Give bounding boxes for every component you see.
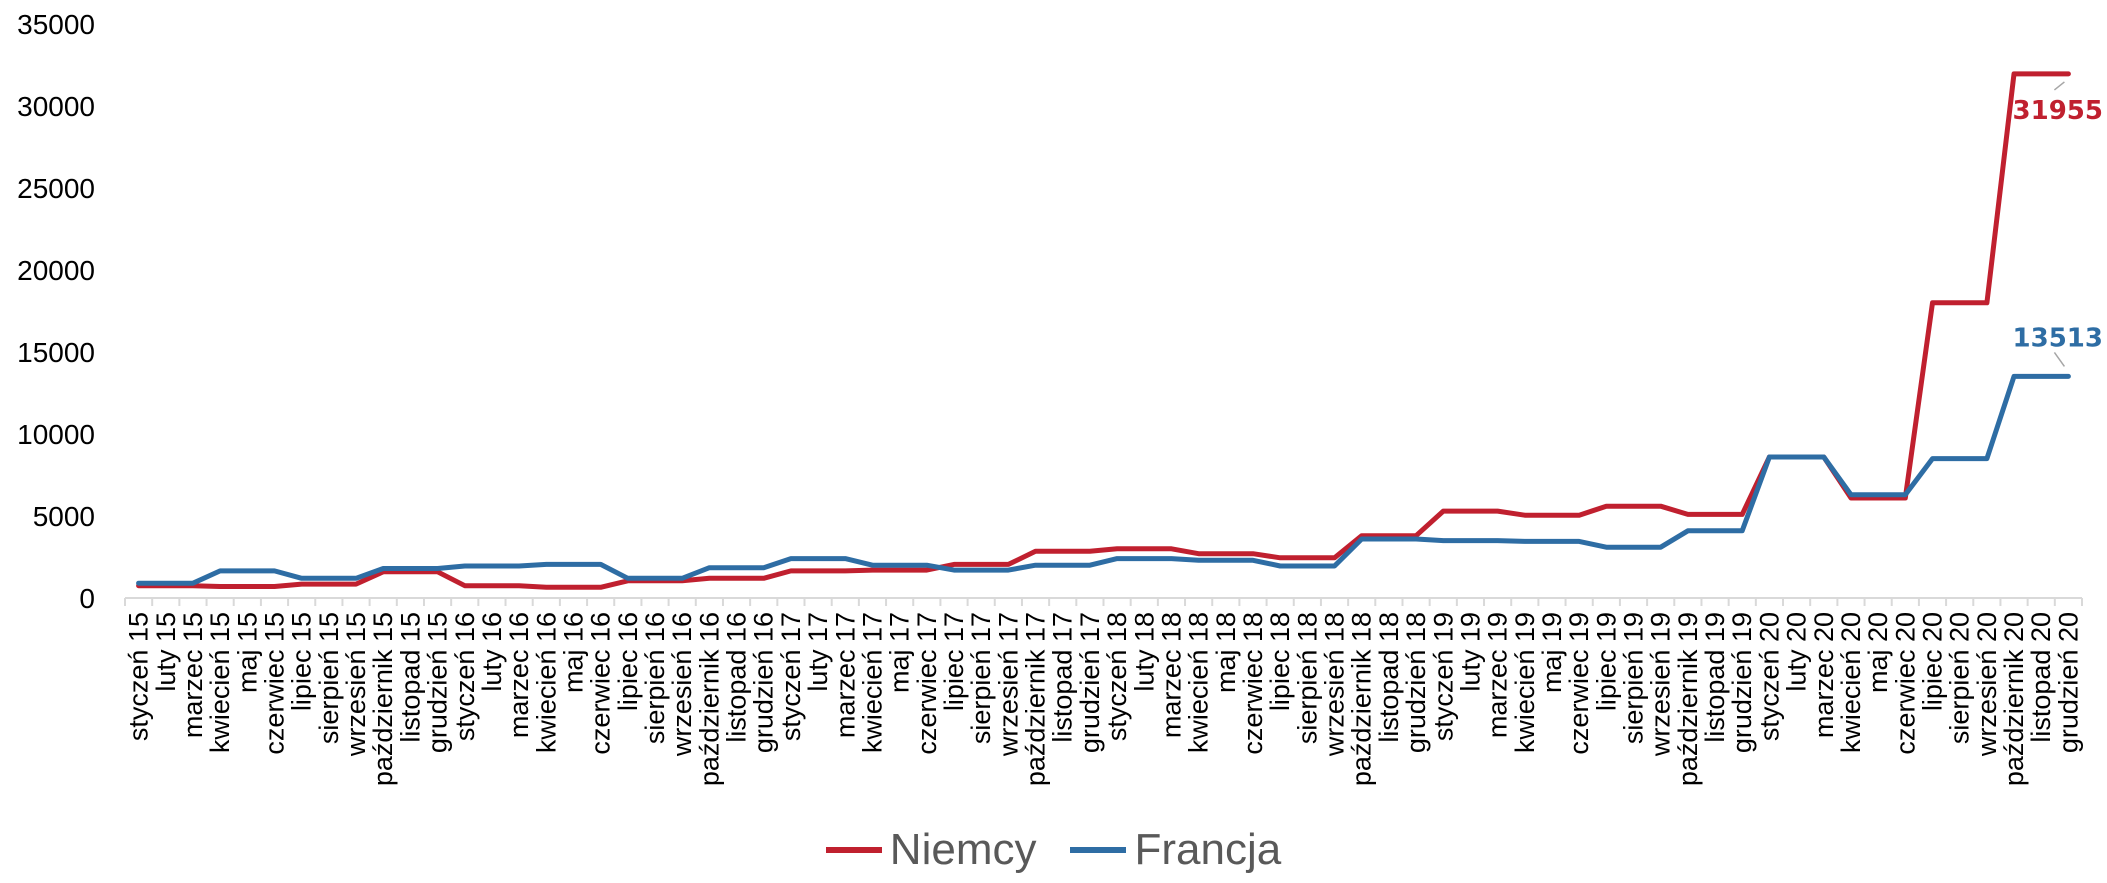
- x-tick-label: czerwiec 18: [1238, 612, 1268, 755]
- y-tick-label: 0: [79, 583, 95, 614]
- x-tick-label: lipiec 16: [613, 612, 643, 711]
- x-tick-label: wrzesień 18: [1320, 612, 1350, 757]
- x-tick-label: luty 19: [1455, 612, 1485, 692]
- x-tick-label: maj 18: [1211, 612, 1241, 693]
- x-tick-label: styczeń 18: [1102, 612, 1132, 741]
- series-lines: [136, 71, 2071, 590]
- x-tick-label: marzec 19: [1483, 612, 1513, 738]
- y-axis-ticks: 0 5000 10000 15000 20000 25000 30000 35000: [17, 9, 95, 614]
- legend-label-niemcy: Niemcy: [889, 825, 1037, 874]
- x-tick-label: listopad 15: [395, 612, 425, 743]
- x-tick-label: kwiecień 16: [531, 612, 561, 753]
- x-tick-label: styczeń 16: [450, 612, 480, 741]
- x-tick-label: kwiecień 20: [1836, 612, 1866, 753]
- data-labels: 31955 13513: [2013, 81, 2103, 367]
- x-tick-label: październik 19: [1673, 612, 1703, 786]
- x-tick-label: lipiec 18: [1265, 612, 1295, 711]
- x-tick-label: marzec 18: [1156, 612, 1186, 738]
- x-tick-label: październik 20: [1999, 612, 2029, 786]
- x-tick-label: marzec 15: [178, 612, 208, 738]
- x-tick-label: marzec 20: [1809, 612, 1839, 738]
- x-tick-label: listopad 16: [722, 612, 752, 743]
- legend-swatch-francja: [1070, 847, 1127, 853]
- x-tick-label: czerwiec 20: [1890, 612, 1920, 755]
- x-tick-label: luty 20: [1782, 612, 1812, 692]
- x-tick-label: lipiec 15: [287, 612, 317, 711]
- x-tick-label: maj 20: [1863, 612, 1893, 693]
- x-tick-label: kwiecień 19: [1510, 612, 1540, 753]
- data-label-francja: 13513: [2013, 323, 2103, 353]
- x-tick-label: marzec 17: [830, 612, 860, 738]
- x-tick-label: czerwiec 15: [259, 612, 289, 755]
- x-tick-label: styczeń 17: [776, 612, 806, 741]
- x-tick-label: maj 15: [232, 612, 262, 693]
- x-tick-label: maj 17: [885, 612, 915, 693]
- x-tick-label: kwiecień 17: [857, 612, 887, 753]
- x-tick-label: kwiecień 15: [205, 612, 235, 753]
- legend-swatch-niemcy: [825, 847, 882, 853]
- x-tick-label: listopad 20: [2026, 612, 2056, 743]
- y-tick-label: 20000: [17, 255, 95, 286]
- legend-label-francja: Francja: [1134, 825, 1282, 874]
- y-tick-label: 35000: [17, 9, 95, 40]
- x-tick-label: grudzień 20: [2053, 612, 2083, 753]
- data-label-niemcy: 31955: [2013, 96, 2103, 126]
- x-tick-label: sierpień 20: [1945, 612, 1975, 744]
- legend: Niemcy Francja: [0, 820, 2107, 880]
- x-tick-label: luty 16: [477, 612, 507, 692]
- x-tick-label: luty 15: [151, 612, 181, 692]
- y-tick-label: 15000: [17, 337, 95, 368]
- x-tick-label: maj 19: [1537, 612, 1567, 693]
- x-tick-label: listopad 18: [1374, 612, 1404, 743]
- x-tick-label: sierpień 19: [1619, 612, 1649, 744]
- y-tick-label: 30000: [17, 91, 95, 122]
- legend-item-francja: Francja: [1070, 825, 1281, 875]
- x-tick-label: sierpień 16: [640, 612, 670, 744]
- x-tick-label: wrzesień 15: [341, 612, 371, 757]
- data-label-leader: [2053, 351, 2066, 367]
- x-tick-label: czerwiec 19: [1564, 612, 1594, 755]
- x-tick-label: styczeń 20: [1754, 612, 1784, 741]
- x-tick-label: sierpień 15: [314, 612, 344, 744]
- x-tick-label: sierpień 17: [966, 612, 996, 744]
- x-tick-label: sierpień 18: [1292, 612, 1322, 744]
- line-chart: 0 5000 10000 15000 20000 25000 30000 35000 styc…: [17, 9, 2103, 786]
- x-tick-label: listopad 19: [1700, 612, 1730, 743]
- series-line-niemcy: [136, 71, 2071, 590]
- x-tick-label: lipiec 19: [1591, 612, 1621, 711]
- x-tick-label: grudzień 15: [423, 612, 453, 753]
- x-tick-label: wrzesień 19: [1646, 612, 1676, 757]
- x-tick-label: grudzień 17: [1075, 612, 1105, 753]
- x-tick-label: luty 17: [803, 612, 833, 692]
- x-tick-label: grudzień 19: [1727, 612, 1757, 753]
- x-tick-label: wrzesień 17: [993, 612, 1023, 757]
- x-tick-label: grudzień 18: [1401, 612, 1431, 753]
- x-tick-label: styczeń 19: [1428, 612, 1458, 741]
- x-tick-label: październik 15: [368, 612, 398, 786]
- x-tick-label: listopad 17: [1048, 612, 1078, 743]
- x-tick-label: styczeń 15: [124, 612, 154, 741]
- x-tick-label: wrzesień 16: [667, 612, 697, 757]
- x-tick-label: marzec 16: [504, 612, 534, 738]
- x-tick-label: luty 18: [1129, 612, 1159, 692]
- x-tick-label: wrzesień 20: [1972, 612, 2002, 757]
- series-line-francja: [136, 373, 2071, 586]
- x-tick-label: lipiec 20: [1918, 612, 1948, 711]
- x-tick-label: czerwiec 16: [586, 612, 616, 755]
- x-tick-label: październik 17: [1021, 612, 1051, 786]
- y-tick-label: 10000: [17, 419, 95, 450]
- x-tick-label: lipiec 17: [939, 612, 969, 711]
- y-tick-label: 25000: [17, 173, 95, 204]
- x-tick-label: kwiecień 18: [1184, 612, 1214, 753]
- x-tick-label: październik 16: [694, 612, 724, 786]
- data-label-leader: [2053, 81, 2065, 91]
- x-tick-label: grudzień 16: [749, 612, 779, 753]
- x-tick-label: maj 16: [558, 612, 588, 693]
- x-tick-label: październik 18: [1347, 612, 1377, 786]
- legend-item-niemcy: Niemcy: [825, 825, 1037, 875]
- x-tick-label: czerwiec 17: [912, 612, 942, 755]
- y-tick-label: 5000: [33, 501, 95, 532]
